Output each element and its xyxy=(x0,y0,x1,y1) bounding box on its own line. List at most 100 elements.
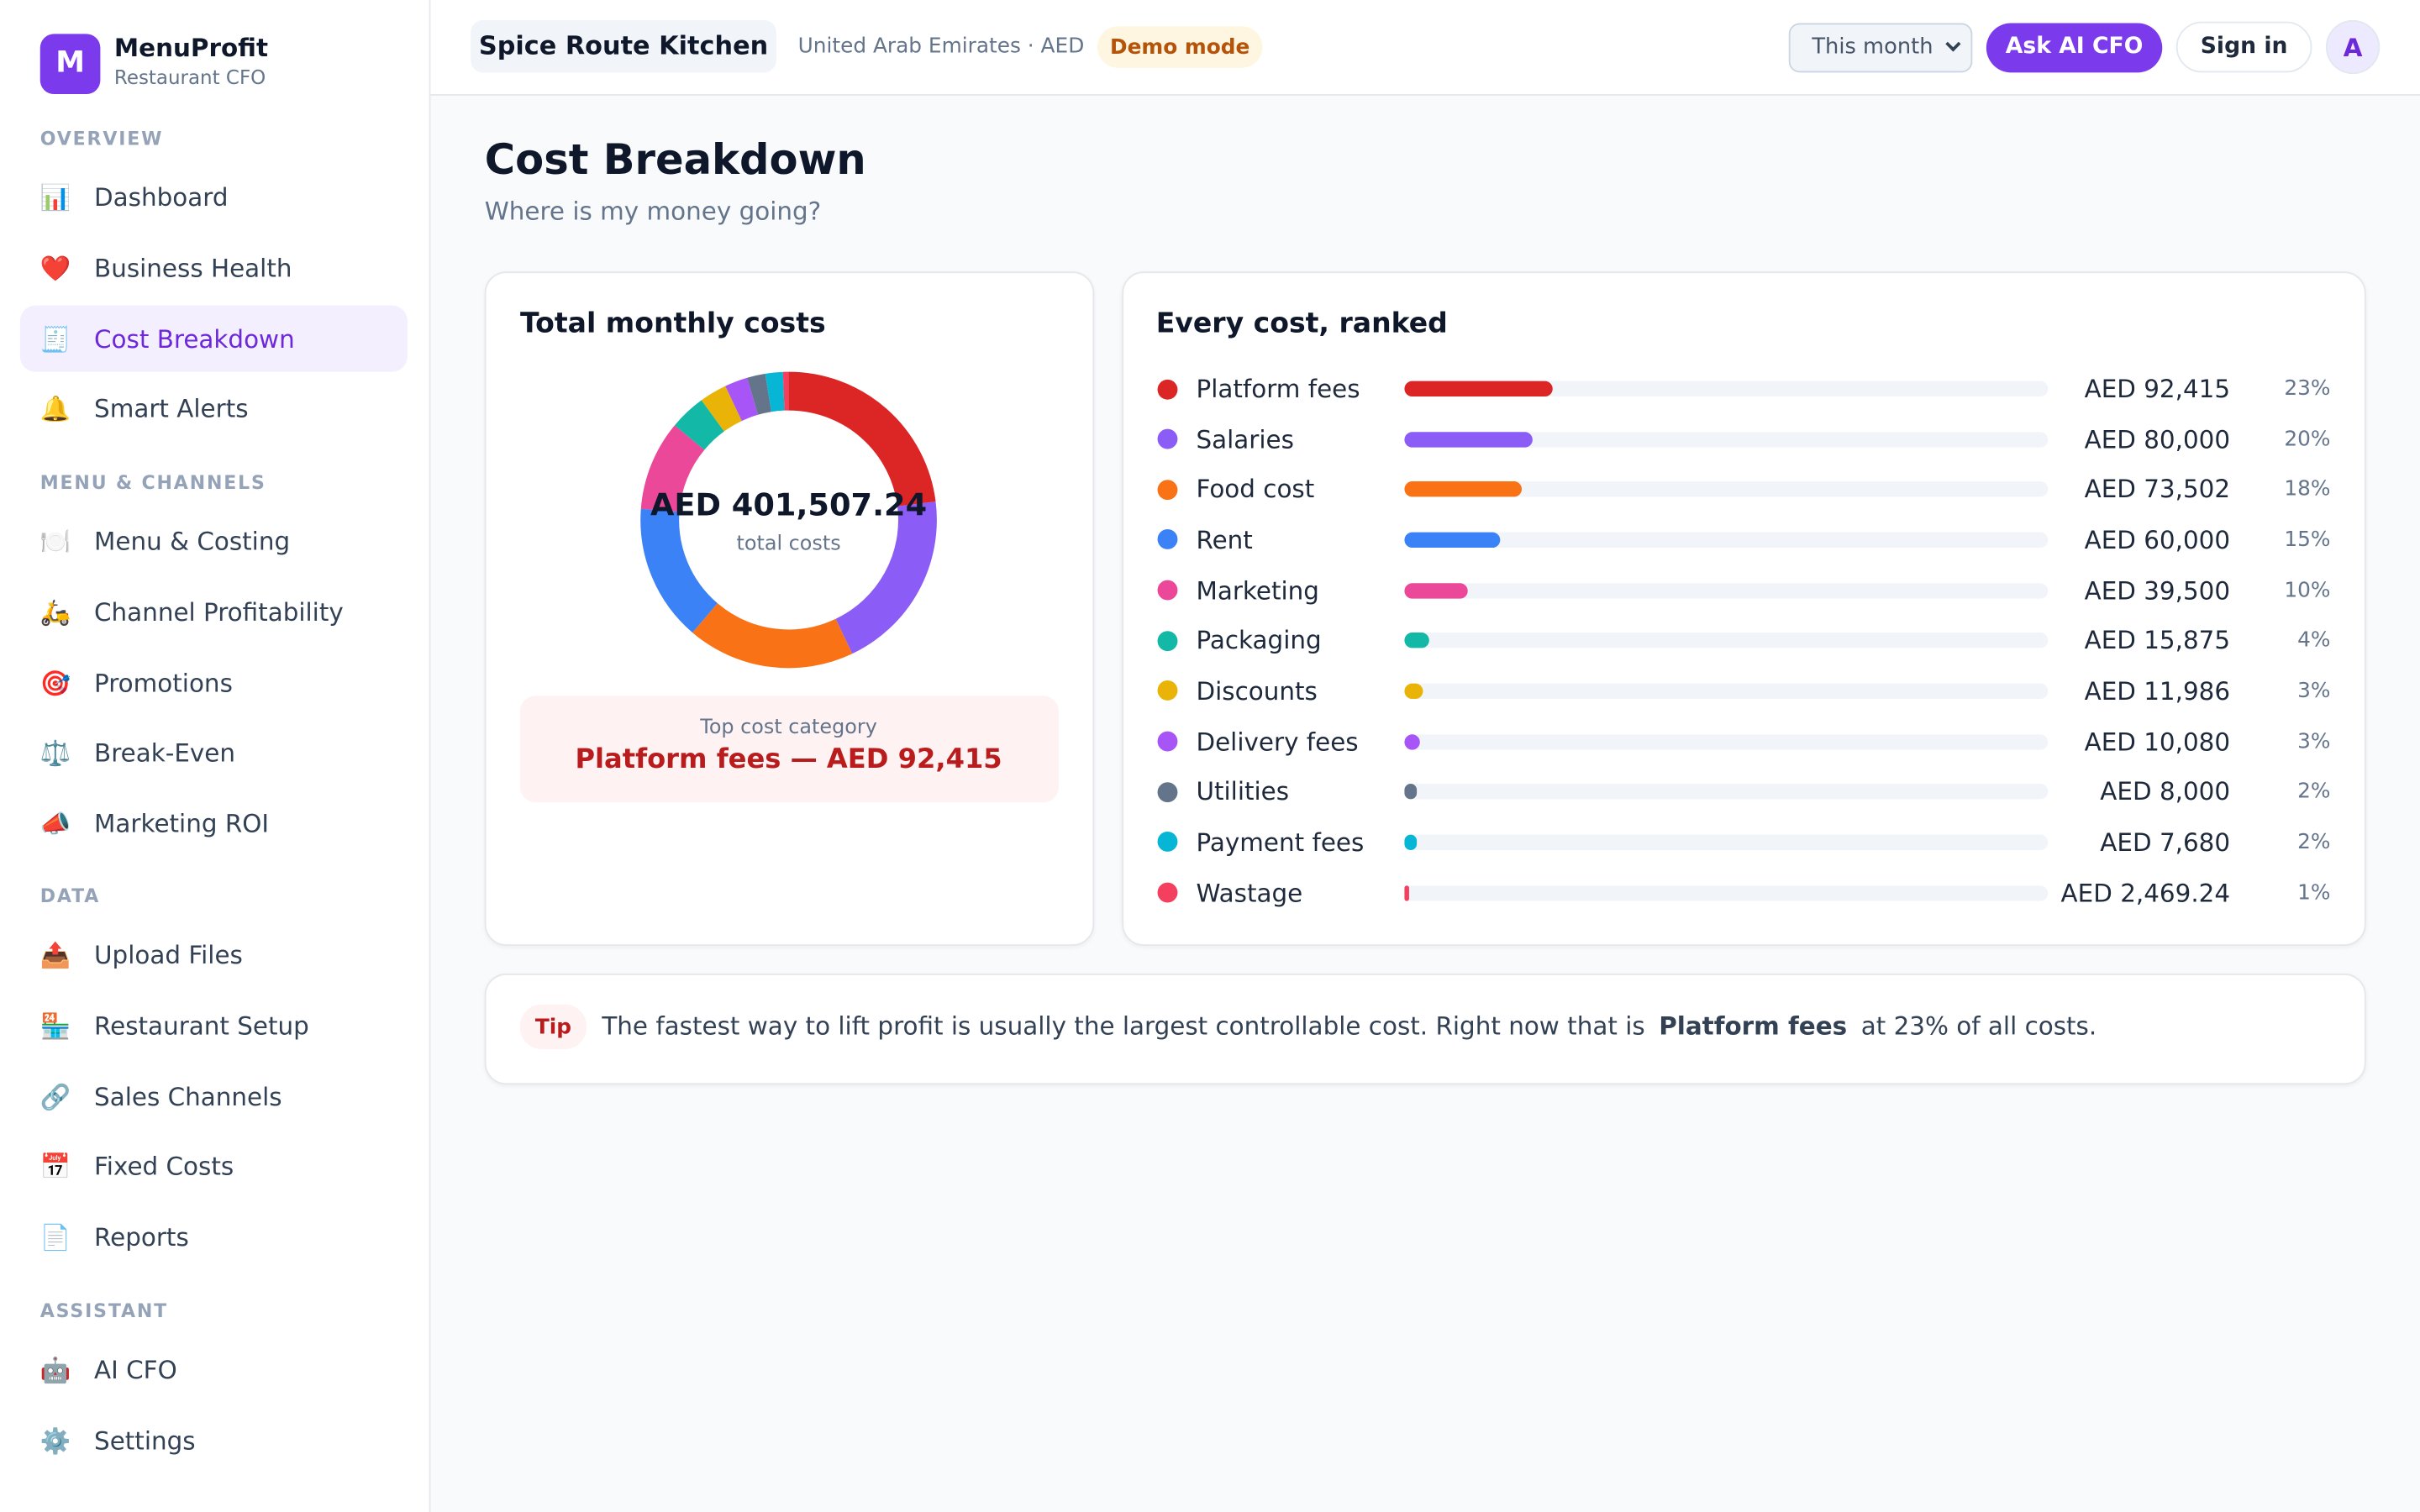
cost-share: 23% xyxy=(2284,375,2331,402)
logo xyxy=(39,34,101,95)
nav-item[interactable]: Marketing ROI xyxy=(94,809,270,839)
cost-value: AED 60,000 xyxy=(2084,525,2231,555)
donut-segment xyxy=(640,508,718,633)
nav-item[interactable]: Channel Profitability xyxy=(94,597,344,627)
nav-icon[interactable]: 🧾 xyxy=(39,323,71,354)
nav-item[interactable]: Smart Alerts xyxy=(94,394,249,424)
donut-segment xyxy=(692,602,853,669)
bar-track xyxy=(1404,784,2049,800)
signin-label: Sign in xyxy=(2200,34,2288,59)
cost-share: 1% xyxy=(2297,879,2331,906)
avatar[interactable] xyxy=(2325,19,2381,75)
nav-heading: ASSISTANT xyxy=(39,1300,169,1322)
nav-icon[interactable]: 📄 xyxy=(39,1222,71,1252)
nav-icon[interactable]: 🍽️ xyxy=(39,527,71,556)
cost-share: 2% xyxy=(2297,829,2331,855)
donut-segment xyxy=(725,377,759,422)
nav-item[interactable]: Break-Even xyxy=(94,738,236,769)
nav-item[interactable]: Dashboard xyxy=(94,182,229,213)
nav-heading: MENU & CHANNELS xyxy=(39,471,266,494)
nav-icon[interactable]: 🏪 xyxy=(39,1011,71,1041)
restaurant-name: Spice Route Kitchen xyxy=(478,30,769,60)
nav-item[interactable]: Menu & Costing xyxy=(94,527,291,556)
bar-track xyxy=(1404,381,2049,397)
donut-segment xyxy=(788,371,936,507)
tip-badge-label: Tip xyxy=(534,1014,572,1039)
donut-segment xyxy=(765,371,785,412)
tip-after: at 23% of all costs. xyxy=(1860,1011,2097,1041)
cost-name: Payment fees xyxy=(1196,827,1365,857)
nav-item[interactable]: Sales Channels xyxy=(94,1081,282,1111)
cost-value: AED 73,502 xyxy=(2084,475,2231,505)
ask-label: Ask AI CFO xyxy=(2005,34,2144,60)
signin-button[interactable] xyxy=(2175,21,2312,73)
bar xyxy=(1404,532,1501,548)
donut-segment xyxy=(674,400,725,451)
bar-track xyxy=(1404,582,2049,598)
nav-icon[interactable]: ⚙️ xyxy=(39,1425,71,1456)
cost-name: Utilities xyxy=(1196,776,1290,806)
donut-segment xyxy=(640,425,705,512)
bar xyxy=(1404,885,1409,900)
donut-segment xyxy=(835,501,937,654)
nav-icon[interactable]: 🔔 xyxy=(39,394,71,424)
nav-item[interactable]: AI CFO xyxy=(94,1355,177,1385)
tip-text: The fastest way to lift profit is usuall… xyxy=(602,1011,2096,1041)
nav-icon[interactable]: 🛵 xyxy=(39,597,71,627)
legend-dot xyxy=(1156,580,1177,601)
bar xyxy=(1404,683,1424,699)
nav-heading: OVERVIEW xyxy=(39,128,164,150)
cost-share: 4% xyxy=(2297,627,2331,654)
bar-track xyxy=(1404,481,2049,497)
nav-icon[interactable]: 🎯 xyxy=(39,668,71,698)
tip-card xyxy=(484,973,2366,1085)
legend-dot xyxy=(1156,832,1177,853)
nav-item[interactable]: Fixed Costs xyxy=(94,1152,234,1182)
cost-name: Wastage xyxy=(1196,877,1303,907)
nav-icon[interactable]: ⚖️ xyxy=(39,738,71,769)
mode-pill xyxy=(1097,26,1263,68)
legend-dot xyxy=(1156,428,1177,449)
cost-name: Packaging xyxy=(1196,626,1322,655)
bar-track xyxy=(1404,532,2049,548)
restaurant-pill xyxy=(471,19,776,73)
donut-segment xyxy=(747,373,772,415)
avatar-letter: A xyxy=(2343,32,2363,62)
nav-icon[interactable]: ❤️ xyxy=(39,253,71,283)
cost-value: AED 80,000 xyxy=(2084,424,2231,454)
nav-icon[interactable]: 📊 xyxy=(39,182,71,213)
nav-icon[interactable]: 📅 xyxy=(39,1152,71,1182)
nav-icon[interactable]: 🤖 xyxy=(39,1355,71,1385)
cost-value: AED 11,986 xyxy=(2084,676,2231,706)
nav-icon[interactable]: 📤 xyxy=(39,940,71,970)
tip-highlight: Platform fees xyxy=(1659,1011,1848,1041)
card-title: Total monthly costs xyxy=(519,307,826,340)
nav-item[interactable]: Business Health xyxy=(94,253,292,283)
cost-share: 3% xyxy=(2297,678,2331,704)
period-select[interactable] xyxy=(1788,23,1973,73)
nav-item[interactable]: Cost Breakdown xyxy=(94,323,295,354)
nav-icon[interactable]: 🔗 xyxy=(39,1081,71,1111)
page-subtitle: Where is my money going? xyxy=(484,197,822,226)
bar xyxy=(1404,784,1418,800)
region: United Arab Emirates · AED xyxy=(797,34,1085,59)
bar-track xyxy=(1404,733,2049,749)
nav-item[interactable]: Restaurant Setup xyxy=(94,1011,309,1041)
demo-mode: Demo mode xyxy=(1109,34,1250,60)
nav-item[interactable]: Promotions xyxy=(94,668,233,698)
legend-dot xyxy=(1156,680,1177,701)
nav-item[interactable]: Upload Files xyxy=(94,940,243,970)
nav-item[interactable]: Reports xyxy=(94,1222,189,1252)
nav-active-bg xyxy=(19,305,408,372)
cost-share: 18% xyxy=(2284,476,2331,502)
bar xyxy=(1404,633,1430,648)
cost-share: 2% xyxy=(2297,779,2331,805)
cost-share: 20% xyxy=(2284,426,2331,452)
nav-icon[interactable]: 📣 xyxy=(39,809,71,839)
legend-dot xyxy=(1156,529,1177,550)
ask-button[interactable] xyxy=(1986,23,2163,73)
page-title: Cost Breakdown xyxy=(484,137,866,186)
cost-name: Food cost xyxy=(1196,475,1315,505)
bar xyxy=(1404,733,1421,749)
nav-item[interactable]: Settings xyxy=(94,1425,196,1456)
